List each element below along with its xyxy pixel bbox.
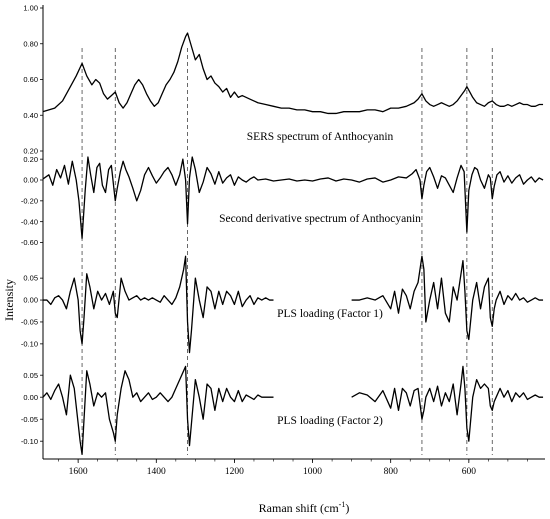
panel-3: 0.05 0.00 -0.05 -0.10 PLS loading (Factor 1) bbox=[21, 255, 544, 354]
x-tick-label: 800 bbox=[384, 467, 399, 477]
x-tick-label: 1000 bbox=[303, 467, 322, 477]
x-axis: 1600 1400 1200 1000 800 600 bbox=[42, 5, 545, 477]
y-tick-label: 0.20 bbox=[23, 155, 38, 164]
panel-1-label: SERS spectrum of Anthocyanin bbox=[247, 131, 394, 143]
y-axis-label: Intensity bbox=[2, 279, 16, 321]
y-tick-label: 1.00 bbox=[23, 4, 38, 13]
panel-1-series-1 bbox=[42, 32, 544, 115]
y-tick-label: -0.40 bbox=[21, 217, 38, 226]
y-tick-label: -0.10 bbox=[21, 437, 38, 446]
spectra-panels: 1.00 0.80 0.60 0.40 0.20 SERS spectrum of Ant… bbox=[21, 4, 544, 456]
x-axis-label-close: ) bbox=[345, 501, 349, 515]
y-tick-label: -0.10 bbox=[21, 339, 38, 348]
panel-2-series-1 bbox=[42, 156, 544, 239]
panel-4: 0.05 0.00 -0.05 -0.10 PLS loading (Factor 2) bbox=[21, 365, 544, 456]
y-tick-label: 0.80 bbox=[23, 39, 38, 48]
panel-3-label: PLS loading (Factor 1) bbox=[277, 308, 383, 320]
y-tick-label: -0.05 bbox=[21, 415, 38, 424]
panel-3-series-2 bbox=[351, 255, 544, 341]
x-tick-label: 600 bbox=[462, 467, 477, 477]
panel-4-series-1 bbox=[42, 365, 274, 456]
panel-4-label: PLS loading (Factor 2) bbox=[277, 415, 383, 427]
panel-3-series-1 bbox=[43, 255, 274, 354]
y-tick-label: 0.05 bbox=[23, 371, 38, 380]
y-tick-label: -0.05 bbox=[21, 318, 38, 327]
panel-2: 0.20 0.00 -0.20 -0.40 -0.60 Second derivative… bbox=[21, 155, 544, 247]
x-tick-label: 1600 bbox=[69, 467, 88, 477]
panel-4-series-2 bbox=[351, 365, 544, 442]
y-tick-label: 0.60 bbox=[23, 75, 38, 84]
panel-2-label: Second derivative spectrum of Anthocyani… bbox=[219, 213, 421, 225]
y-tick-label: 0.40 bbox=[23, 111, 38, 120]
y-tick-label: 0.00 bbox=[23, 296, 38, 305]
x-tick-label: 1200 bbox=[225, 467, 244, 477]
x-axis-label: Raman shift (cm-1) bbox=[259, 500, 350, 515]
x-axis-label-main: Raman shift (cm bbox=[259, 501, 340, 515]
y-tick-label: -0.20 bbox=[21, 196, 38, 205]
y-tick-label: 0.20 bbox=[23, 147, 38, 156]
y-tick-label: 0.05 bbox=[23, 274, 38, 283]
y-tick-label: 0.00 bbox=[23, 393, 38, 402]
panel-1: 1.00 0.80 0.60 0.40 0.20 SERS spectrum of Ant… bbox=[23, 4, 544, 156]
y-tick-label: 0.00 bbox=[23, 176, 38, 185]
y-tick-label: -0.60 bbox=[21, 238, 38, 247]
x-tick-label: 1400 bbox=[147, 467, 166, 477]
x-axis-label-superscript: -1 bbox=[339, 500, 346, 509]
peak-guide-lines bbox=[81, 48, 493, 455]
